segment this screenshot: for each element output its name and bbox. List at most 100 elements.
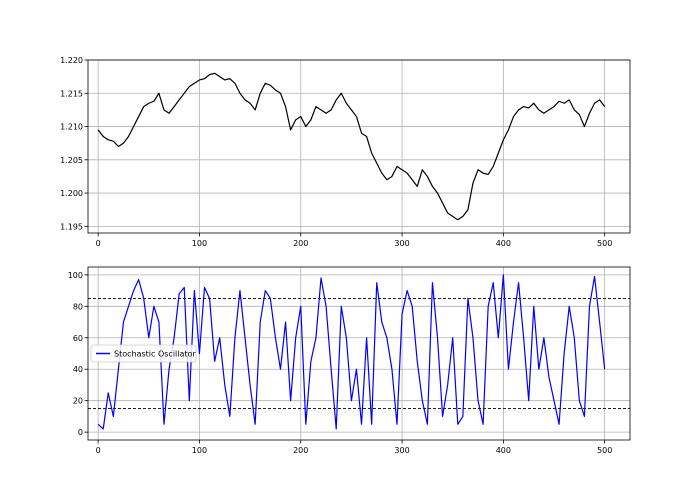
oscillator-data-point (574, 337, 575, 338)
price-data-point (376, 163, 377, 164)
price-data-point (361, 133, 362, 134)
price-chart-panel: 0 100 200 300 400 500 1.195 1.200 1.205 1.210 1.21… (60, 56, 631, 248)
oscillator-data-point (553, 400, 554, 401)
price-data-point (579, 114, 580, 115)
oscillator-data-point (138, 279, 139, 280)
oscillator-data-point (113, 416, 114, 417)
oscillator-data-point (255, 424, 256, 425)
price-data-point (260, 93, 261, 94)
price-chart-frame (87, 59, 631, 234)
oscillator-data-point (310, 361, 311, 362)
oscillator-ytick-label-4: 80 (73, 302, 83, 311)
price-data-point (320, 109, 321, 110)
price-data-point (219, 76, 220, 77)
oscillator-data-point (189, 400, 190, 401)
price-data-point (412, 179, 413, 180)
oscillator-data-point (412, 306, 413, 307)
price-data-point (569, 99, 570, 100)
price-data-point (386, 179, 387, 180)
oscillator-data-point (437, 337, 438, 338)
oscillator-data-point (508, 369, 509, 370)
price-data-point (229, 78, 230, 79)
price-data-point (447, 212, 448, 213)
price-data-point (594, 103, 595, 104)
price-data-point (113, 141, 114, 142)
oscillator-xtick-label-100: 100 (192, 446, 207, 455)
price-data-point (523, 106, 524, 107)
oscillator-data-point (325, 306, 326, 307)
oscillator-data-point (98, 424, 99, 425)
price-data-point (442, 202, 443, 203)
price-data-point (599, 99, 600, 100)
price-data-point (143, 106, 144, 107)
oscillator-data-point (214, 361, 215, 362)
price-data-point (138, 116, 139, 117)
price-data-point (558, 101, 559, 102)
oscillator-data-point (234, 337, 235, 338)
price-data-point (280, 93, 281, 94)
price-data-point (265, 83, 266, 84)
price-data-point (209, 74, 210, 75)
oscillator-data-point (513, 321, 514, 322)
oscillator-data-point (569, 306, 570, 307)
price-data-point (564, 103, 565, 104)
price-data-point (417, 186, 418, 187)
oscillator-data-point (579, 400, 580, 401)
price-data-point (168, 113, 169, 114)
oscillator-data-point (361, 424, 362, 425)
oscillator-data-point (396, 424, 397, 425)
oscillator-data-point (229, 416, 230, 417)
price-data-point (123, 143, 124, 144)
price-data-point (371, 153, 372, 154)
oscillator-data-point (488, 306, 489, 307)
oscillator-data-point (219, 337, 220, 338)
price-data-point (457, 219, 458, 220)
oscillator-data-point (341, 306, 342, 307)
oscillator-data-point (558, 424, 559, 425)
oscillator-data-point (518, 282, 519, 283)
price-data-point (300, 116, 301, 117)
price-data-point (533, 103, 534, 104)
oscillator-data-point (599, 321, 600, 322)
price-data-point (518, 109, 519, 110)
oscillator-data-point (381, 321, 382, 322)
price-data-point (543, 113, 544, 114)
oscillator-data-point (118, 369, 119, 370)
oscillator-data-point (477, 400, 478, 401)
oscillator-data-point (158, 321, 159, 322)
price-xtick-label-100: 100 (192, 239, 207, 248)
oscillator-series-line (97, 274, 606, 430)
oscillator-data-point (315, 337, 316, 338)
price-data-point (462, 216, 463, 217)
price-data-point (366, 136, 367, 137)
oscillator-data-point (108, 392, 109, 393)
oscillator-data-point (533, 306, 534, 307)
price-data-point (290, 129, 291, 130)
oscillator-data-point (249, 384, 250, 385)
oscillator-data-point (427, 424, 428, 425)
price-data-point (336, 99, 337, 100)
oscillator-data-point (168, 369, 169, 370)
oscillator-ytick-label-1: 20 (73, 397, 83, 406)
oscillator-data-point (103, 428, 104, 429)
oscillator-ytick-label-2: 40 (73, 365, 83, 374)
oscillator-data-point (543, 337, 544, 338)
price-data-point (295, 119, 296, 120)
oscillator-data-point (143, 298, 144, 299)
price-ytick-label-3: 1.210 (60, 123, 83, 132)
oscillator-data-point (148, 337, 149, 338)
oscillator-data-point (493, 282, 494, 283)
price-data-point (548, 109, 549, 110)
price-ytick-label-4: 1.215 (60, 89, 83, 98)
price-data-point (249, 103, 250, 104)
oscillator-ytick-label-0: 0 (78, 428, 83, 437)
price-data-point (513, 116, 514, 117)
price-data-point (498, 153, 499, 154)
price-xtick-label-300: 300 (394, 239, 409, 248)
oscillator-data-point (548, 376, 549, 377)
price-xtick-label-400: 400 (496, 239, 511, 248)
oscillator-data-point (417, 361, 418, 362)
price-data-point (391, 176, 392, 177)
price-data-point (351, 109, 352, 110)
